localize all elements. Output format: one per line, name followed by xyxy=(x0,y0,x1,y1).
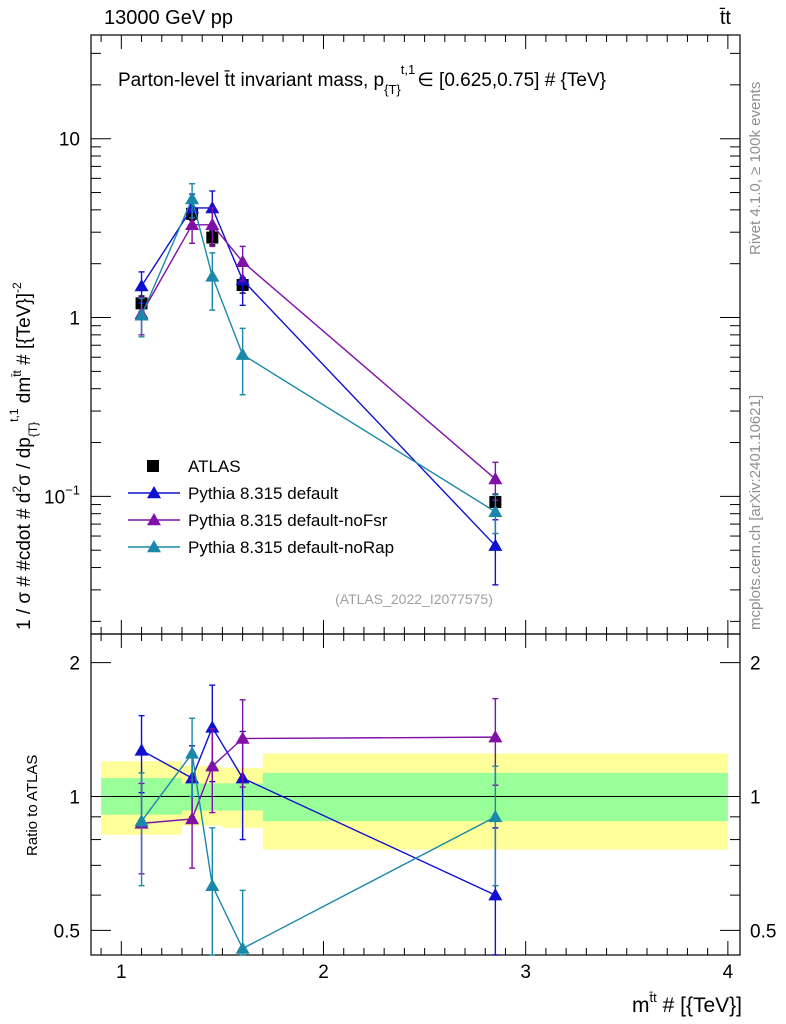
main-y-axis-label: 1 / σ # #cdot # d2σ / dp{T} t,1 dmt̄t # [… xyxy=(7,282,40,630)
data-point xyxy=(235,731,250,744)
data-point xyxy=(488,504,503,518)
ratio-y-axis-label: Ratio to ATLAS xyxy=(24,755,41,856)
data-point xyxy=(185,192,200,205)
data-point xyxy=(488,472,503,485)
ratio-y-tick-label-left: 1 xyxy=(69,787,80,808)
data-point xyxy=(488,809,503,823)
ylabel-c-sup: t̄t xyxy=(10,369,24,377)
data-point xyxy=(205,200,220,214)
legend-marker xyxy=(147,513,161,526)
ratio-y-tick-label-left: 2 xyxy=(69,654,80,675)
legend-item: Pythia 8.315 default xyxy=(128,484,339,503)
series-line xyxy=(140,224,496,480)
plot-title-main: Parton-level t̄t invariant mass, p xyxy=(118,70,384,91)
legend-label: Pythia 8.315 default-noFsr xyxy=(188,511,388,530)
xlabel-tail: # [{TeV}] xyxy=(657,994,742,1017)
main-y-tick-label: 10−1 xyxy=(44,482,80,508)
data-point xyxy=(205,217,220,231)
data-point xyxy=(235,941,250,954)
legend-label: Pythia 8.315 default-noRap xyxy=(188,538,394,557)
legend-item: Pythia 8.315 default-noRap xyxy=(128,538,394,557)
main-plot-panel: 10 1 10−1 ATLAS Pythia 8.315 default Pythia 8… xyxy=(44,34,741,635)
data-point xyxy=(134,814,149,827)
data-point xyxy=(205,759,220,772)
legend-marker xyxy=(147,540,161,553)
legend-item: Pythia 8.315 default-noFsr xyxy=(128,511,388,530)
ylabel-a: 1 / σ # #cdot # d xyxy=(14,493,35,630)
ylabel-c: dm xyxy=(14,377,35,409)
x-tick-label: 1 xyxy=(116,962,127,983)
data-point xyxy=(205,269,220,282)
ratio-y-tick-label-right: 2 xyxy=(750,654,761,675)
legend-item: ATLAS xyxy=(147,457,241,476)
legend-label: Pythia 8.315 default xyxy=(188,484,339,503)
legend-marker xyxy=(147,460,159,472)
main-series-3 xyxy=(134,183,503,535)
ylabel-b: σ / dp xyxy=(14,437,35,486)
ylabel-d: # [{TeV}] xyxy=(14,293,35,370)
ylabel-d-sup: -2 xyxy=(10,282,24,293)
data-point xyxy=(134,308,149,321)
ratio-y-tick-label-right: 1 xyxy=(750,787,761,808)
main-y-tick-label: 10 xyxy=(59,130,80,151)
ylabel-a-sup: 2 xyxy=(10,486,24,493)
data-point xyxy=(235,254,250,268)
data-point xyxy=(205,878,220,891)
data-point xyxy=(185,746,200,759)
data-point xyxy=(235,347,250,360)
plot-title-sup: t,1 xyxy=(401,62,415,77)
data-point xyxy=(488,888,503,901)
x-tick-label: 4 xyxy=(723,962,734,983)
ylabel-b-sub: {T} xyxy=(26,422,40,437)
data-point xyxy=(488,538,503,551)
rivet-version-label: Rivet 4.1.0, ≥ 100k events xyxy=(747,82,764,255)
plot-title: Parton-level t̄t invariant mass, p{T}t,1… xyxy=(118,62,606,97)
plot-title-tail: ∈ [0.625,0.75] # {TeV} xyxy=(417,70,606,91)
data-point xyxy=(488,730,503,743)
data-point xyxy=(134,279,149,292)
x-tick-label: 2 xyxy=(318,962,329,983)
ylabel-b-sup: t,1 xyxy=(7,408,21,422)
header-left-label: 13000 GeV pp xyxy=(104,7,233,29)
main-y-tick-label: 1 xyxy=(69,309,80,330)
legend: ATLAS Pythia 8.315 default Pythia 8.315 de… xyxy=(128,457,394,557)
ratio-plot-frame xyxy=(90,633,741,956)
data-point xyxy=(205,720,220,733)
data-point xyxy=(134,743,149,756)
xlabel-main: m xyxy=(632,994,650,1017)
mcplots-label: mcplots.cern.ch [arXiv:2401.10621] xyxy=(747,395,764,630)
ratio-y-tick-label-right: 0.5 xyxy=(750,921,776,942)
legend-marker xyxy=(147,486,161,499)
x-tick-label: 3 xyxy=(520,962,531,983)
analysis-id-watermark: (ATLAS_2022_I2077575) xyxy=(335,591,493,607)
data-point xyxy=(185,811,200,825)
ratio-y-tick-label-left: 0.5 xyxy=(54,921,80,942)
legend-label: ATLAS xyxy=(188,457,241,476)
plot-title-sub: {T} xyxy=(384,82,401,97)
xlabel-sup: t̄t xyxy=(649,990,657,1005)
x-axis-label: mt̄t # [{TeV}] xyxy=(632,990,742,1017)
data-point xyxy=(185,217,200,231)
ratio-series-2 xyxy=(134,717,503,956)
header-right-label: t̄t xyxy=(719,7,731,29)
ratio-plot-panel: 1 2 3 4 2 2 1 1 0.5 0.5 xyxy=(54,633,776,983)
